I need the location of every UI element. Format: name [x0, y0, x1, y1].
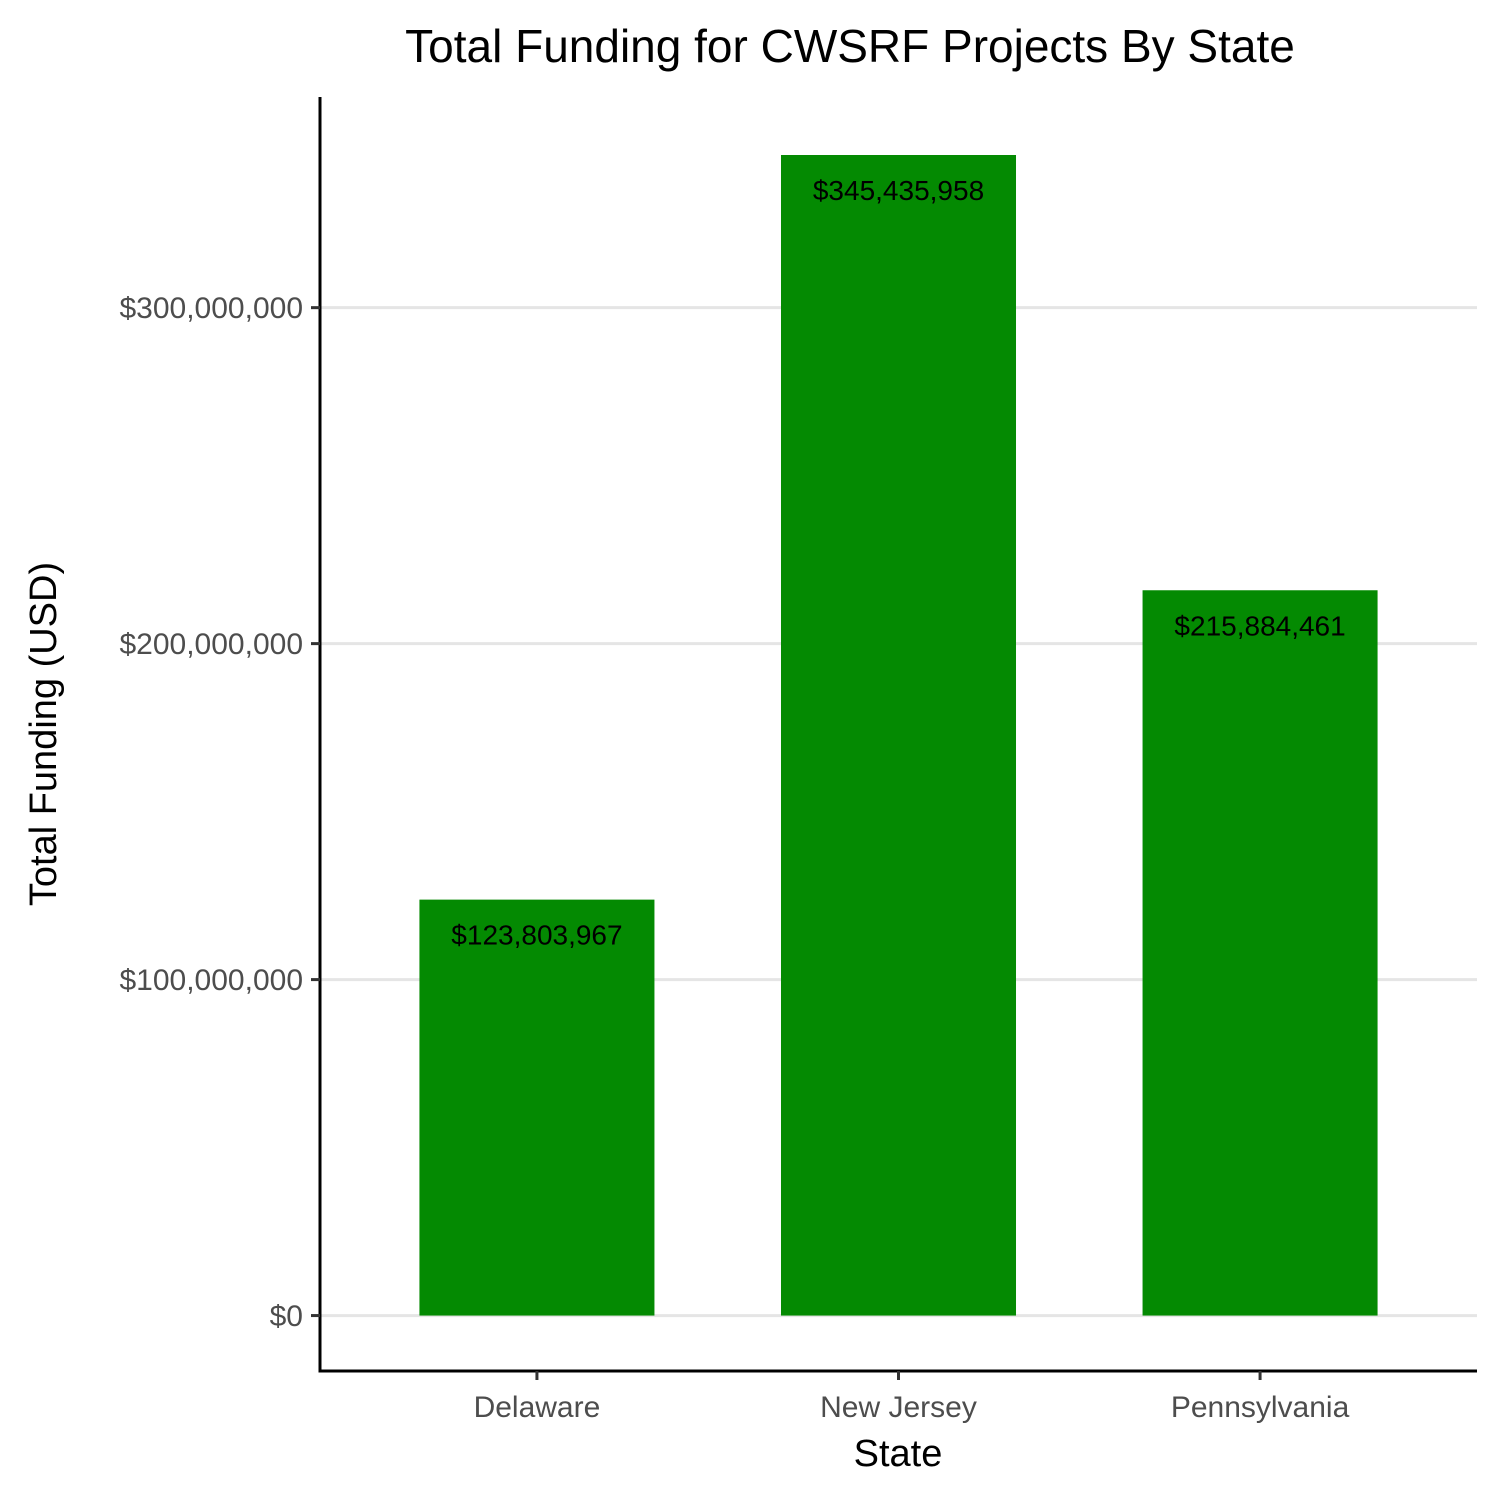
bar-pennsylvania: [1142, 590, 1378, 1316]
y-tick-label: $0: [270, 1300, 303, 1333]
y-axis-title: Total Funding (USD): [23, 562, 65, 906]
bar-value-label: $123,803,967: [451, 920, 622, 951]
y-tick-label: $300,000,000: [119, 292, 303, 325]
x-tick-label: Pennsylvania: [1171, 1391, 1350, 1424]
bar-value-label: $215,884,461: [1174, 610, 1345, 641]
bars: [419, 155, 1378, 1316]
bar-delaware: [419, 899, 655, 1316]
y-tick-label: $200,000,000: [119, 628, 303, 661]
y-tick-label: $100,000,000: [119, 964, 303, 997]
chart-title: Total Funding for CWSRF Projects By Stat…: [405, 20, 1295, 72]
data-labels: $123,803,967 $345,435,958 $215,884,461: [451, 175, 1345, 951]
x-axis-ticks: Delaware New Jersey Pennsylvania: [474, 1371, 1350, 1424]
bar-new-jersey: [780, 155, 1017, 1316]
x-axis-title: State: [854, 1433, 943, 1475]
y-axis-ticks: $0 $100,000,000 $200,000,000 $300,000,000: [119, 292, 320, 1333]
x-tick-label: Delaware: [474, 1391, 601, 1424]
bar-value-label: $345,435,958: [813, 175, 984, 206]
x-tick-label: New Jersey: [820, 1391, 977, 1424]
